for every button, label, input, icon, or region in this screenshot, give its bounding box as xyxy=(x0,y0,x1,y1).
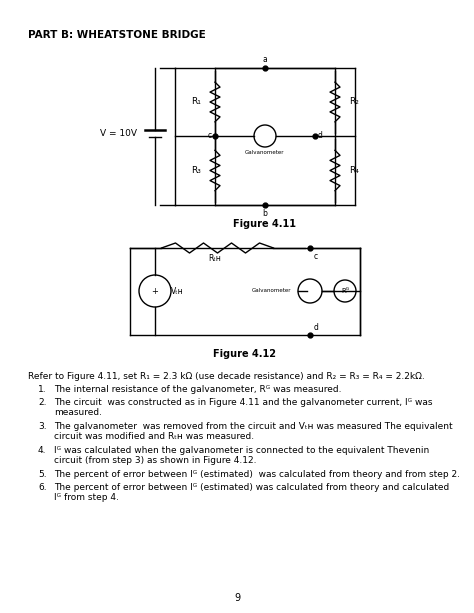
Text: 4.: 4. xyxy=(38,446,46,455)
Text: Figure 4.11: Figure 4.11 xyxy=(234,219,297,229)
Text: R₄: R₄ xyxy=(349,166,359,175)
Text: Figure 4.12: Figure 4.12 xyxy=(213,349,276,359)
Text: d: d xyxy=(318,132,323,140)
Text: 9: 9 xyxy=(234,593,240,603)
Text: V = 10V: V = 10V xyxy=(100,129,137,139)
Text: 6.: 6. xyxy=(38,483,46,492)
Text: The percent of error between Iᴳ (estimated)  was calculated from theory and from: The percent of error between Iᴳ (estimat… xyxy=(54,470,460,479)
Text: 1.: 1. xyxy=(38,385,46,394)
Text: The internal resistance of the galvanometer, Rᴳ was measured.: The internal resistance of the galvanome… xyxy=(54,385,341,394)
Text: Rᴳ: Rᴳ xyxy=(341,288,349,294)
Text: The galvanometer  was removed from the circuit and Vₜʜ was measured The equivale: The galvanometer was removed from the ci… xyxy=(54,422,453,441)
Text: a: a xyxy=(263,55,267,64)
Text: Galvanometer: Galvanometer xyxy=(245,150,285,155)
Text: c: c xyxy=(208,132,212,140)
Text: c: c xyxy=(314,252,318,261)
Text: The percent of error between Iᴳ (estimated) was calculated from theory and calcu: The percent of error between Iᴳ (estimat… xyxy=(54,483,449,503)
Text: 2.: 2. xyxy=(38,398,46,407)
Text: Vₜʜ: Vₜʜ xyxy=(171,286,183,295)
Text: b: b xyxy=(263,209,267,218)
Text: PART B: WHEATSTONE BRIDGE: PART B: WHEATSTONE BRIDGE xyxy=(28,30,206,40)
Text: R₃: R₃ xyxy=(191,166,201,175)
Text: Refer to Figure 4.11, set R₁ = 2.3 kΩ (use decade resistance) and R₂ = R₃ = R₄ =: Refer to Figure 4.11, set R₁ = 2.3 kΩ (u… xyxy=(28,372,425,381)
Text: d: d xyxy=(314,323,319,332)
Text: Rₜʜ: Rₜʜ xyxy=(209,254,221,263)
Text: Galvanometer: Galvanometer xyxy=(252,289,292,294)
Text: 3.: 3. xyxy=(38,422,46,431)
Text: R₂: R₂ xyxy=(349,97,359,107)
Text: Iᴳ was calculated when the galvanometer is connected to the equivalent Thevenin
: Iᴳ was calculated when the galvanometer … xyxy=(54,446,429,465)
Text: R₁: R₁ xyxy=(191,97,201,107)
Text: 5.: 5. xyxy=(38,470,46,479)
Text: The circuit  was constructed as in Figure 4.11 and the galvanometer current, Iᴳ : The circuit was constructed as in Figure… xyxy=(54,398,432,417)
Text: +: + xyxy=(152,286,158,295)
